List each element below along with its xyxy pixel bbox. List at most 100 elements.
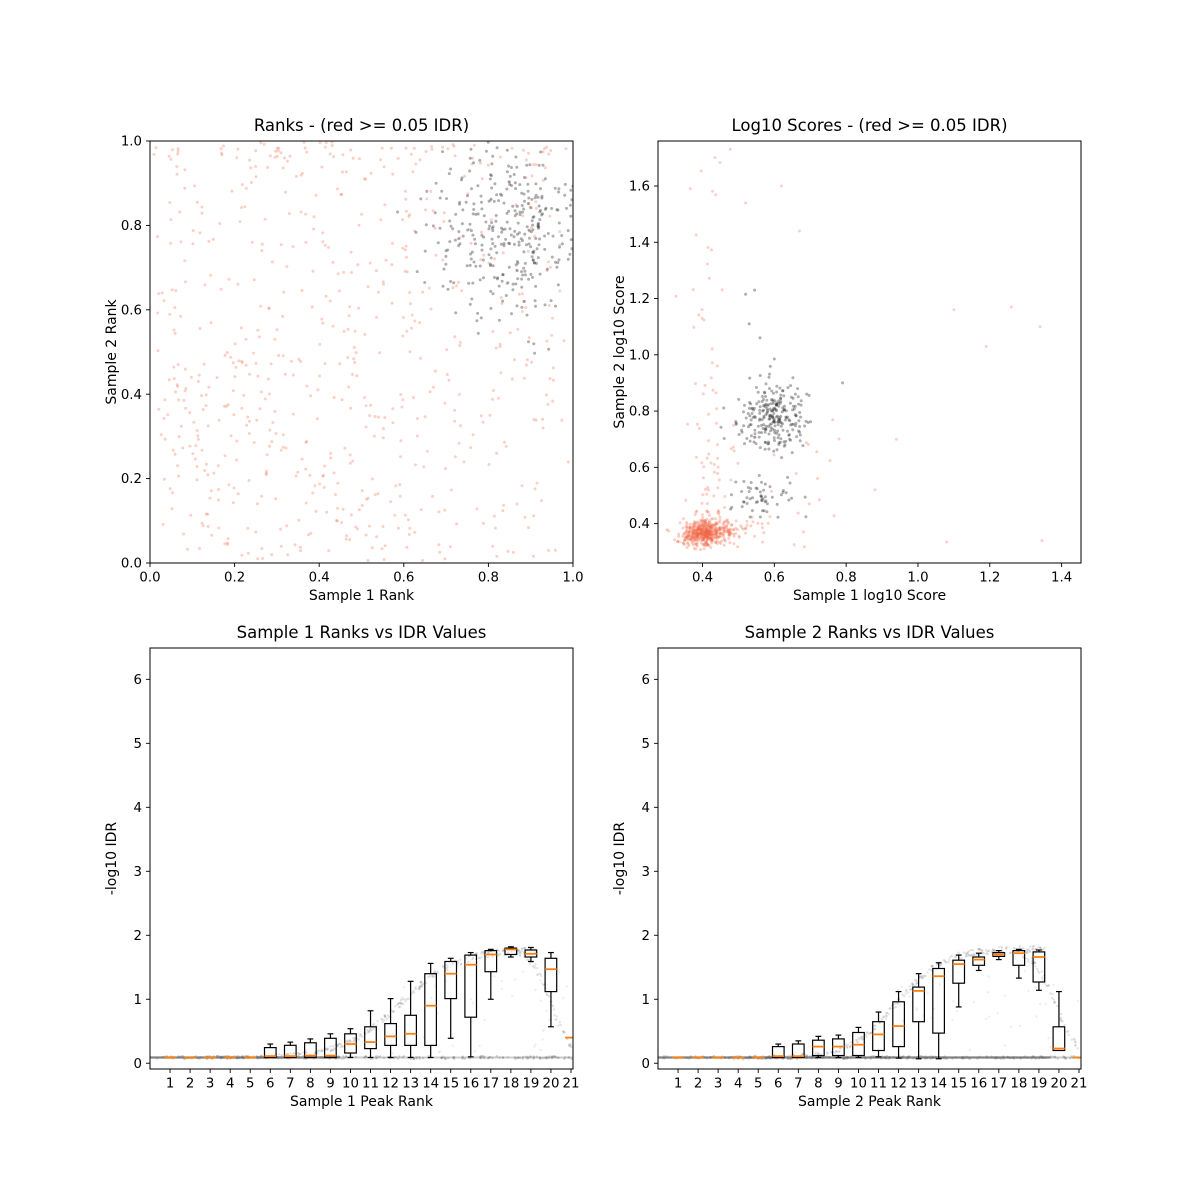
axes-frame	[149, 140, 574, 564]
box-body	[404, 1014, 417, 1046]
x-tick-label: 0.0	[139, 571, 160, 586]
box-rank-13	[404, 980, 417, 1059]
box-rank-6	[263, 1043, 277, 1059]
x-tick-label: 16	[970, 1077, 987, 1092]
box-body	[544, 957, 558, 993]
x-tick-label: 12	[890, 1077, 907, 1092]
box-rank-10	[852, 1026, 865, 1059]
box-rank-13	[912, 973, 925, 1060]
x-tick-label: 0.6	[764, 571, 785, 586]
x-tick-label: 11	[870, 1077, 887, 1092]
box-rank-10	[344, 1028, 357, 1059]
y-tick-label: 1.6	[629, 180, 650, 195]
subplot-ranks: 0.0 0.2 0.4 0.6 0.8 1.0 0.0 0.2 0.4 0.6 0.8 1.0 Rank…	[104, 116, 584, 604]
plot-title: Ranks - (red >= 0.05 IDR)	[254, 116, 469, 135]
x-axis-label: Sample 1 Rank	[309, 588, 415, 604]
x-tick-label: 11	[362, 1077, 379, 1092]
x-tick-label: 0.2	[224, 571, 245, 586]
y-tick-label: 5	[134, 737, 142, 752]
x-tick-label: 20	[1050, 1077, 1067, 1092]
y-tick-label: 0.4	[121, 388, 142, 403]
box-rank-18	[1012, 948, 1026, 979]
box-rank-8	[811, 1035, 825, 1059]
axis-ticks: 0.0 0.2 0.4 0.6 0.8 1.0 0.0 0.2 0.4 0.6 0.8 1.0	[121, 135, 584, 586]
box-rank-18	[504, 946, 518, 958]
y-tick-label: 3	[134, 865, 142, 880]
x-tick-label: 20	[542, 1077, 559, 1092]
x-tick-label: 16	[462, 1077, 479, 1092]
box-rank-14	[932, 962, 945, 1060]
plot-title: Sample 2 Ranks vs IDR Values	[745, 623, 995, 642]
x-tick-label: 1.0	[907, 571, 928, 586]
box-body	[972, 956, 986, 966]
x-tick-label: 15	[442, 1077, 459, 1092]
x-tick-label: 10	[850, 1077, 867, 1092]
x-tick-label: 4	[734, 1077, 742, 1092]
axes-frame	[657, 140, 1082, 564]
plot-area	[150, 946, 573, 1061]
x-tick-label: 9	[834, 1077, 842, 1092]
box-rank-12	[384, 998, 397, 1059]
y-tick-label: 6	[134, 673, 142, 688]
box-rank-17	[484, 948, 498, 1000]
y-tick-label: 0	[642, 1057, 650, 1072]
box-rank-11	[364, 1010, 377, 1059]
box-body	[384, 1022, 397, 1046]
x-tick-label: 14	[422, 1077, 439, 1092]
y-tick-label: 0.8	[121, 219, 142, 234]
x-tick-label: 17	[990, 1077, 1007, 1092]
box-body	[424, 973, 437, 1047]
x-tick-label: 15	[950, 1077, 967, 1092]
y-tick-label: 0.0	[121, 557, 142, 572]
black-points-idr-lt-0.05	[396, 141, 573, 355]
x-tick-label: 4	[226, 1077, 234, 1092]
x-tick-label: 0.6	[393, 571, 414, 586]
x-tick-label: 6	[774, 1077, 782, 1092]
x-tick-label: 9	[326, 1077, 334, 1092]
box-rank-15	[444, 957, 458, 1039]
subplot-sample1-idr: 1 2 3 4 5 6 7 8 9 10 11 12 13 14 15 16 17 18 19 20 210123456…	[104, 623, 579, 1110]
x-tick-label: 1	[166, 1077, 174, 1092]
x-tick-label: 1.4	[1051, 571, 1072, 586]
red-points-idr-ge-0.05	[152, 141, 570, 562]
box-body	[1052, 1026, 1066, 1052]
box-rank-9	[831, 1034, 845, 1059]
x-tick-label: 1.0	[562, 571, 583, 586]
plot-area	[658, 944, 1081, 1061]
x-tick-label: 21	[563, 1077, 580, 1092]
x-tick-label: 18	[1010, 1077, 1027, 1092]
y-axis-label: Sample 2 Rank	[104, 298, 120, 404]
box-body	[324, 1037, 337, 1059]
box-rank-20	[1052, 990, 1066, 1052]
x-tick-label: 8	[306, 1077, 314, 1092]
box-rank-20	[544, 951, 558, 1028]
axis-ticks: 0.4 0.6 0.8 1.0 1.2 1.4 0.4 0.6 0.8 1.0 1.2 1.4 1.6	[629, 180, 1072, 586]
x-tick-label: 3	[206, 1077, 214, 1092]
y-tick-label: 1.0	[629, 348, 650, 363]
box-body	[263, 1046, 277, 1059]
y-tick-label: 1	[134, 993, 142, 1008]
box-body	[932, 967, 945, 1034]
y-axis-label: Sample 2 log10 Score	[612, 275, 628, 428]
x-axis-label: Sample 1 log10 Score	[793, 588, 946, 604]
x-tick-label: 21	[1071, 1077, 1088, 1092]
subplot-scores: 0.4 0.6 0.8 1.0 1.2 1.4 0.4 0.6 0.8 1.0 1.2 1.4 1.6 L…	[612, 116, 1082, 604]
y-tick-label: 0.2	[121, 472, 142, 487]
box-rank-9	[324, 1033, 337, 1059]
plot-area	[665, 147, 1044, 552]
x-tick-label: 1.2	[979, 571, 1000, 586]
y-tick-label: 2	[134, 929, 142, 944]
y-tick-label: 1.2	[629, 292, 650, 307]
box-rank-8	[304, 1038, 317, 1059]
x-tick-label: 8	[814, 1077, 822, 1092]
x-tick-label: 12	[382, 1077, 399, 1092]
box-rank-7	[791, 1040, 805, 1058]
x-tick-label: 7	[794, 1077, 802, 1092]
box-rank-11	[872, 1011, 885, 1058]
box-rank-14	[424, 962, 437, 1059]
y-tick-label: 3	[642, 865, 650, 880]
subplot-sample2-idr: 1 2 3 4 5 6 7 8 9 10 11 12 13 14 15 16 17 18 19 20 210123456…	[612, 623, 1087, 1110]
